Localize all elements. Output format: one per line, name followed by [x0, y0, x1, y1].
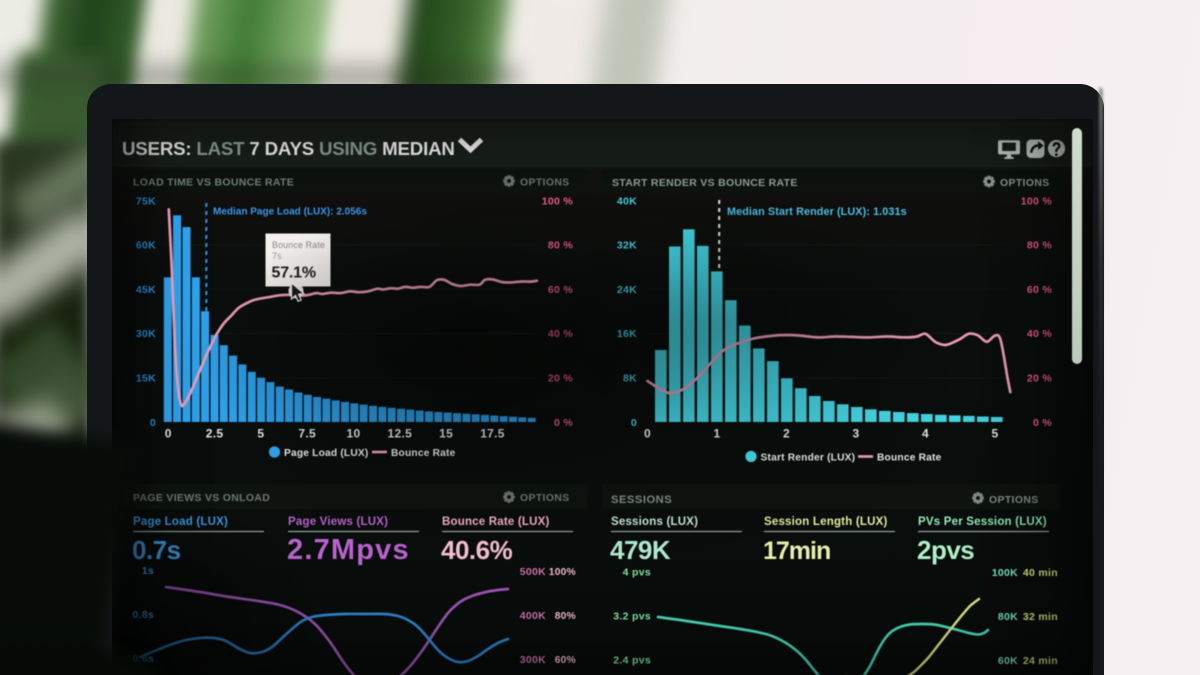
svg-text:0: 0	[165, 427, 172, 441]
svg-text:Page Load (LUX): Page Load (LUX)	[284, 448, 369, 459]
svg-text:100%: 100%	[549, 567, 576, 578]
svg-text:2: 2	[783, 427, 790, 441]
svg-text:Sessions (LUX): Sessions (LUX)	[611, 516, 698, 528]
svg-text:80K: 80K	[998, 611, 1018, 623]
svg-text:32K: 32K	[617, 240, 637, 252]
svg-text:400K: 400K	[520, 610, 546, 622]
svg-text:100 %: 100 %	[1021, 195, 1053, 207]
svg-text:16K: 16K	[617, 328, 637, 340]
svg-text:60 %: 60 %	[1027, 284, 1052, 296]
svg-text:24K: 24K	[617, 284, 637, 296]
svg-text:60 %: 60 %	[548, 284, 573, 296]
svg-text:32 min: 32 min	[1023, 611, 1058, 623]
svg-text:7s: 7s	[272, 251, 282, 261]
svg-text:5: 5	[257, 427, 264, 441]
svg-text:OPTIONS: OPTIONS	[1000, 178, 1050, 189]
svg-text:40.6%: 40.6%	[441, 535, 513, 565]
svg-text:USERS: LAST 7 DAYS USING MEDIA: USERS: LAST 7 DAYS USING MEDIAN	[122, 138, 455, 159]
svg-text:START RENDER VS BOUNCE RATE: START RENDER VS BOUNCE RATE	[612, 177, 798, 189]
svg-text:15: 15	[439, 427, 453, 441]
svg-text:12.5: 12.5	[388, 427, 413, 441]
svg-text:0: 0	[150, 417, 156, 429]
svg-text:57.1%: 57.1%	[272, 265, 316, 282]
svg-text:40 %: 40 %	[1027, 328, 1052, 340]
svg-text:30K: 30K	[136, 328, 156, 340]
svg-text:500K: 500K	[520, 566, 546, 578]
svg-text:SESSIONS: SESSIONS	[611, 494, 672, 506]
svg-text:Bounce Rate: Bounce Rate	[272, 240, 325, 250]
svg-text:PVs Per Session (LUX): PVs Per Session (LUX)	[918, 516, 1047, 528]
svg-text:60K: 60K	[136, 240, 156, 252]
svg-text:100K: 100K	[992, 567, 1018, 579]
svg-text:2.5: 2.5	[206, 427, 224, 441]
svg-text:60%: 60%	[555, 655, 576, 666]
svg-text:80 %: 80 %	[548, 240, 573, 252]
svg-text:Median Page Load (LUX): 2.056s: Median Page Load (LUX): 2.056s	[213, 207, 367, 218]
svg-text:4 pvs: 4 pvs	[623, 567, 651, 579]
svg-text:OPTIONS: OPTIONS	[989, 495, 1039, 506]
svg-text:Bounce Rate: Bounce Rate	[391, 448, 456, 459]
svg-text:80%: 80%	[555, 611, 576, 622]
svg-text:4: 4	[922, 427, 929, 441]
svg-text:20 %: 20 %	[548, 373, 573, 385]
svg-text:5: 5	[992, 427, 999, 441]
svg-text:24 min: 24 min	[1023, 655, 1058, 667]
svg-text:2.4 pvs: 2.4 pvs	[613, 655, 651, 667]
svg-text:OPTIONS: OPTIONS	[520, 493, 570, 504]
svg-text:0.7s: 0.7s	[132, 535, 181, 565]
svg-text:7.5: 7.5	[298, 427, 316, 441]
svg-text:40 min: 40 min	[1023, 567, 1058, 579]
svg-text:20 %: 20 %	[1027, 373, 1052, 385]
svg-text:PAGE VIEWS VS ONLOAD: PAGE VIEWS VS ONLOAD	[133, 492, 270, 504]
svg-text:Median Start Render (LUX): 1.0: Median Start Render (LUX): 1.031s	[727, 206, 907, 218]
svg-text:300K: 300K	[520, 654, 546, 666]
svg-text:45K: 45K	[136, 284, 156, 296]
svg-text:60K: 60K	[998, 655, 1018, 667]
svg-text:Bounce Rate (LUX): Bounce Rate (LUX)	[442, 516, 550, 528]
svg-text:8K: 8K	[623, 373, 637, 385]
svg-text:40 %: 40 %	[548, 328, 573, 340]
svg-text:17.5: 17.5	[480, 427, 505, 441]
svg-text:0: 0	[631, 417, 637, 429]
svg-text:17min: 17min	[763, 537, 830, 565]
svg-text:1: 1	[714, 427, 721, 441]
svg-text:0.8s: 0.8s	[132, 609, 154, 621]
svg-text:Page Load (LUX): Page Load (LUX)	[133, 516, 228, 528]
svg-text:0 %: 0 %	[1033, 417, 1052, 429]
svg-text:OPTIONS: OPTIONS	[520, 178, 570, 189]
svg-text:10: 10	[347, 427, 361, 441]
svg-text:0 %: 0 %	[554, 417, 573, 429]
svg-text:3: 3	[853, 427, 860, 441]
svg-text:15K: 15K	[136, 373, 156, 385]
svg-text:80 %: 80 %	[1027, 240, 1052, 252]
svg-text:Session Length (LUX): Session Length (LUX)	[764, 516, 887, 528]
svg-text:2pvs: 2pvs	[917, 535, 974, 565]
svg-text:3.2 pvs: 3.2 pvs	[613, 611, 651, 623]
svg-text:75K: 75K	[136, 195, 156, 207]
svg-text:1s: 1s	[142, 565, 154, 577]
svg-text:479K: 479K	[610, 535, 671, 565]
svg-text:100 %: 100 %	[542, 195, 574, 207]
svg-text:2.7Mpvs: 2.7Mpvs	[287, 534, 410, 566]
svg-text:Page Views (LUX): Page Views (LUX)	[288, 516, 388, 528]
svg-text:40K: 40K	[617, 195, 637, 207]
svg-text:Start Render (LUX): Start Render (LUX)	[761, 453, 856, 464]
svg-text:0: 0	[644, 427, 651, 441]
svg-text:Bounce Rate: Bounce Rate	[877, 453, 942, 464]
svg-text:LOAD TIME VS BOUNCE RATE: LOAD TIME VS BOUNCE RATE	[133, 177, 294, 189]
